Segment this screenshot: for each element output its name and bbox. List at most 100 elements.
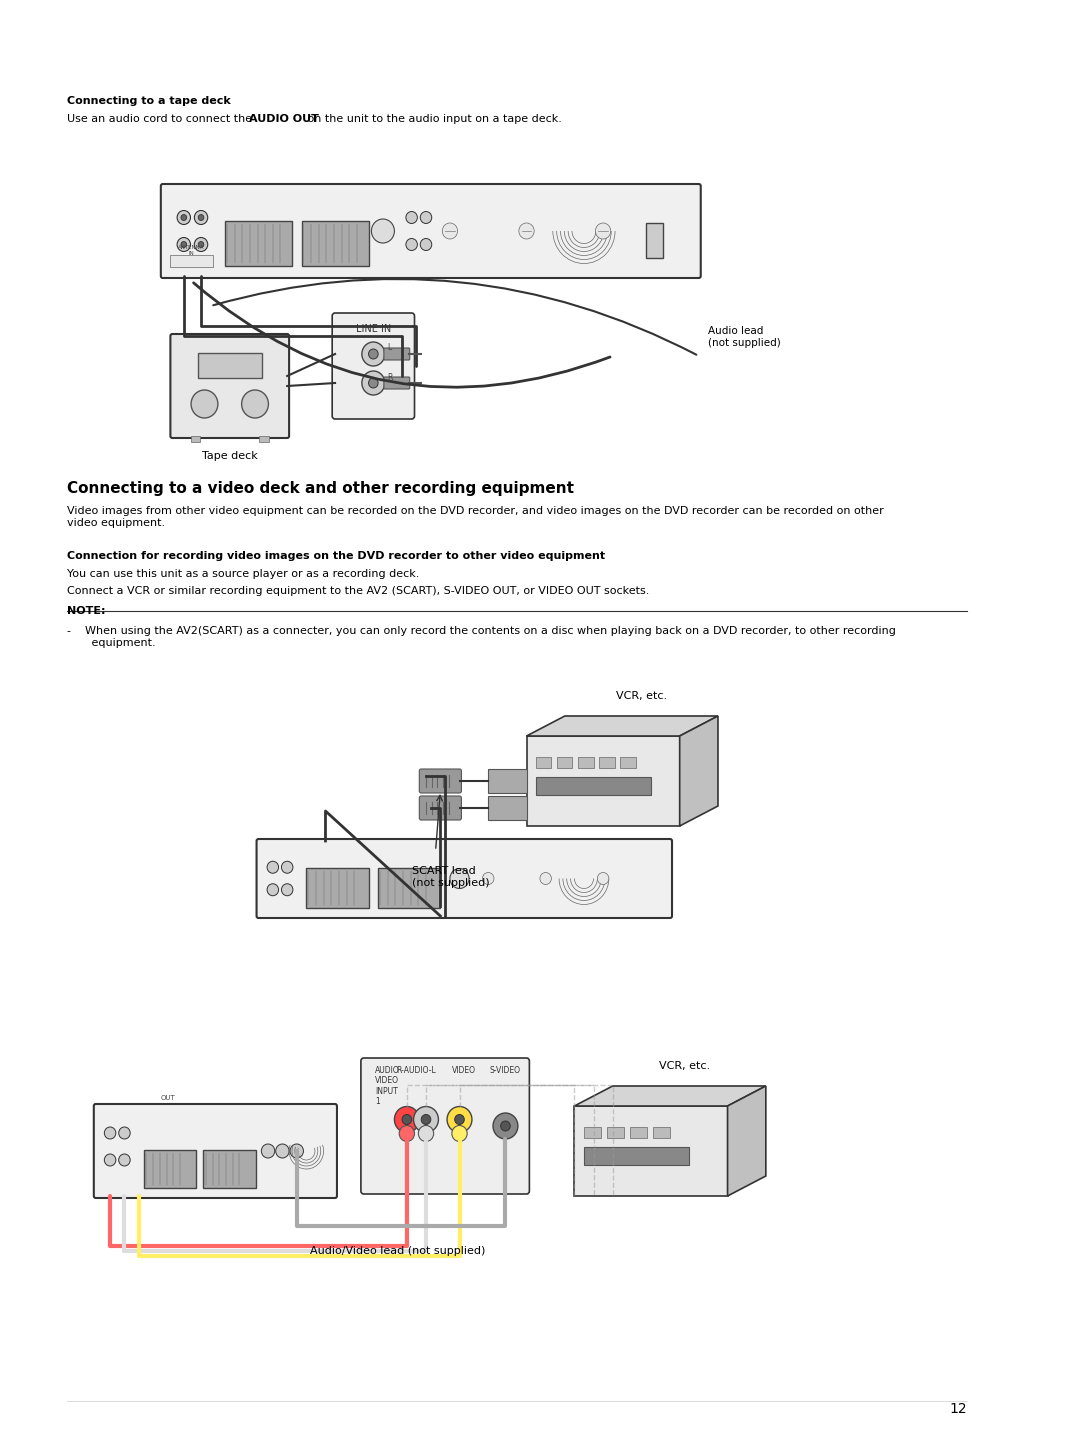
Bar xyxy=(630,1126,647,1138)
Circle shape xyxy=(267,862,279,873)
Text: R-AUDIO-L: R-AUDIO-L xyxy=(396,1066,436,1074)
Circle shape xyxy=(447,1106,472,1132)
Bar xyxy=(536,756,552,768)
Text: on the unit to the audio input on a tape deck.: on the unit to the audio input on a tape… xyxy=(305,114,563,124)
Circle shape xyxy=(105,1126,116,1139)
Text: L: L xyxy=(388,344,392,353)
Polygon shape xyxy=(679,716,718,826)
Circle shape xyxy=(443,223,458,239)
Text: S-VIDEO: S-VIDEO xyxy=(490,1066,521,1074)
Circle shape xyxy=(368,377,378,388)
Circle shape xyxy=(483,872,494,885)
Text: Tape deck: Tape deck xyxy=(202,451,258,461)
Circle shape xyxy=(181,241,187,247)
Bar xyxy=(144,1150,197,1189)
Circle shape xyxy=(282,884,293,895)
Polygon shape xyxy=(575,1106,728,1196)
FancyBboxPatch shape xyxy=(383,348,409,360)
Circle shape xyxy=(291,1144,303,1158)
Circle shape xyxy=(198,214,204,220)
Bar xyxy=(171,254,214,268)
Bar xyxy=(225,221,292,266)
Bar xyxy=(488,769,527,792)
Circle shape xyxy=(501,1121,510,1131)
Circle shape xyxy=(595,223,611,239)
Circle shape xyxy=(191,390,218,418)
Circle shape xyxy=(119,1154,131,1165)
Circle shape xyxy=(420,239,432,250)
Circle shape xyxy=(198,241,204,247)
Bar xyxy=(301,221,368,266)
Text: AUDIO OUT: AUDIO OUT xyxy=(248,114,319,124)
Text: VCR, etc.: VCR, etc. xyxy=(616,691,667,701)
Circle shape xyxy=(105,1154,116,1165)
Circle shape xyxy=(518,223,535,239)
Circle shape xyxy=(597,872,609,885)
FancyBboxPatch shape xyxy=(419,795,461,820)
FancyBboxPatch shape xyxy=(94,1103,337,1197)
Text: NOTE:: NOTE: xyxy=(67,606,106,616)
Circle shape xyxy=(414,1106,438,1132)
Bar xyxy=(557,756,572,768)
Circle shape xyxy=(450,869,469,888)
Text: Connect a VCR or similar recording equipment to the AV2 (SCART), S-VIDEO OUT, or: Connect a VCR or similar recording equip… xyxy=(67,586,649,596)
Circle shape xyxy=(194,237,207,252)
Circle shape xyxy=(540,872,552,885)
Text: SCART lead
(not supplied): SCART lead (not supplied) xyxy=(411,866,489,888)
Circle shape xyxy=(420,211,432,224)
Text: VCR, etc.: VCR, etc. xyxy=(659,1061,710,1071)
Bar xyxy=(599,756,615,768)
Circle shape xyxy=(400,1125,415,1141)
Text: 12: 12 xyxy=(949,1403,967,1416)
Circle shape xyxy=(402,1115,411,1125)
Circle shape xyxy=(194,211,207,224)
Bar xyxy=(584,1147,689,1164)
Circle shape xyxy=(406,211,417,224)
Bar xyxy=(198,353,262,377)
Text: LINE IN: LINE IN xyxy=(355,324,391,334)
Circle shape xyxy=(362,343,384,366)
Circle shape xyxy=(261,1144,274,1158)
FancyBboxPatch shape xyxy=(361,1058,529,1194)
Bar xyxy=(653,1126,670,1138)
Polygon shape xyxy=(575,1086,766,1106)
Text: VIDEO: VIDEO xyxy=(453,1066,476,1074)
Text: -    When using the AV2(SCART) as a connecter, you can only record the contents : - When using the AV2(SCART) as a connect… xyxy=(67,626,896,648)
Bar xyxy=(190,437,200,442)
Circle shape xyxy=(418,1125,434,1141)
Circle shape xyxy=(394,1106,419,1132)
Bar xyxy=(536,777,651,794)
Circle shape xyxy=(267,884,279,895)
Circle shape xyxy=(372,218,394,243)
Circle shape xyxy=(421,1115,431,1125)
Bar xyxy=(203,1150,256,1189)
Text: R: R xyxy=(388,373,393,383)
Text: AUDIO
VIDEO
INPUT
1: AUDIO VIDEO INPUT 1 xyxy=(375,1066,400,1106)
Polygon shape xyxy=(527,716,718,736)
FancyBboxPatch shape xyxy=(383,377,409,389)
Polygon shape xyxy=(527,736,679,826)
FancyBboxPatch shape xyxy=(333,312,415,419)
Polygon shape xyxy=(728,1086,766,1196)
Bar xyxy=(620,756,636,768)
FancyBboxPatch shape xyxy=(171,334,289,438)
Circle shape xyxy=(242,390,269,418)
Bar xyxy=(584,1126,602,1138)
Text: Use an audio cord to connect the: Use an audio cord to connect the xyxy=(67,114,256,124)
Circle shape xyxy=(455,1115,464,1125)
FancyBboxPatch shape xyxy=(161,184,701,278)
Text: Audio lead
(not supplied): Audio lead (not supplied) xyxy=(708,325,781,347)
Circle shape xyxy=(119,1126,131,1139)
Circle shape xyxy=(451,1125,468,1141)
Text: Audio/Video lead (not supplied): Audio/Video lead (not supplied) xyxy=(310,1246,485,1257)
Circle shape xyxy=(368,348,378,359)
Circle shape xyxy=(275,1144,289,1158)
Bar xyxy=(259,437,269,442)
Text: You can use this unit as a source player or as a recording deck.: You can use this unit as a source player… xyxy=(67,568,419,578)
Circle shape xyxy=(492,1113,518,1139)
Text: OUT: OUT xyxy=(160,1095,175,1100)
Circle shape xyxy=(177,237,190,252)
Text: Connecting to a video deck and other recording equipment: Connecting to a video deck and other rec… xyxy=(67,482,573,496)
Bar xyxy=(488,795,527,820)
Circle shape xyxy=(181,214,187,220)
